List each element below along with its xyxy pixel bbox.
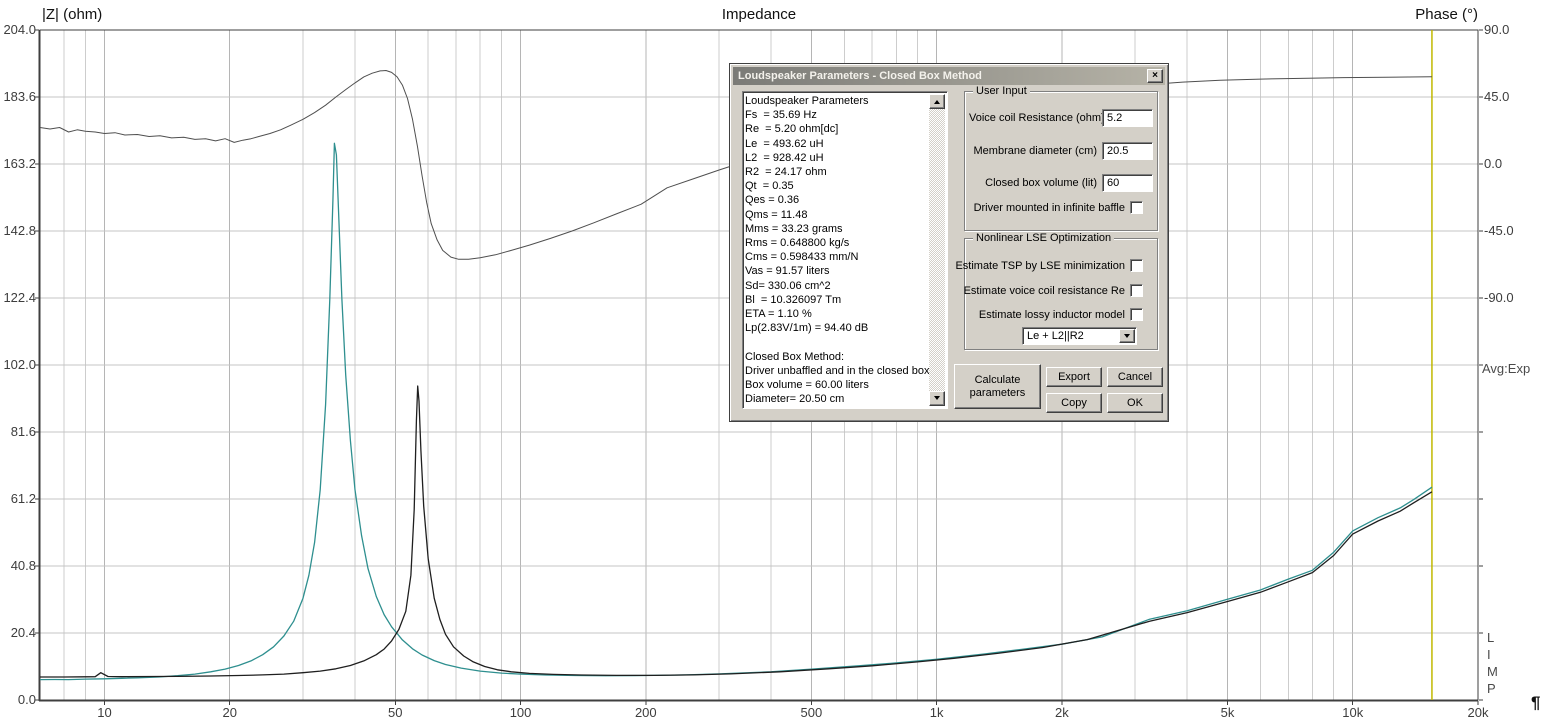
y-axis-tick-label: 81.6 — [10, 424, 36, 439]
dialog-title: Loudspeaker Parameters - Closed Box Meth… — [738, 70, 982, 82]
x-axis-tick-label: 2k — [1055, 705, 1069, 720]
ok-button[interactable]: OK — [1107, 393, 1163, 413]
pilcrow-mark: ¶ — [1531, 693, 1541, 712]
chevron-down-icon — [1124, 333, 1130, 341]
phase-axis-tick-label: 45.0 — [1484, 89, 1510, 104]
phase-axis-tick-label: 0.0 — [1484, 156, 1503, 171]
parameter-line: Re = 5.20 ohm[dc] — [745, 123, 839, 136]
y-axis-tick-label: 183.6 — [3, 89, 36, 104]
parameter-line: Vas = 91.57 liters — [745, 265, 830, 278]
y-axis-tick-label: 163.2 — [3, 156, 36, 171]
left-axis-title: |Z| (ohm) — [42, 6, 103, 23]
y-axis-tick-label: 204.0 — [3, 22, 36, 37]
phase-axis-tick-label: 90.0 — [1484, 22, 1510, 37]
averaging-mode-label: Avg:Exp — [1482, 361, 1531, 376]
x-axis-tick-label: 200 — [634, 705, 657, 720]
listbox-scrollbar[interactable] — [929, 94, 945, 406]
parameter-line: Sd= 330.06 cm^2 — [745, 279, 831, 292]
infinite-baffle-label: Driver mounted in infinite baffle — [973, 202, 1125, 214]
scroll-down-icon — [934, 396, 940, 403]
estimate-tsp-label: Estimate TSP by LSE minimization — [955, 260, 1125, 272]
parameters-listbox[interactable]: Loudspeaker Parameters Fs = 35.69 Hz Re = … — [742, 91, 948, 409]
parameter-line: Le = 493.62 uH — [745, 137, 824, 150]
export-button[interactable]: Export — [1046, 367, 1102, 387]
estimate-re-label: Estimate voice coil resistance Re — [963, 285, 1125, 297]
right-axis-title: Phase (°) — [1415, 6, 1478, 23]
closed-box-volume-input[interactable] — [1102, 174, 1153, 192]
parameter-line: Qes = 0.36 — [745, 194, 800, 207]
x-axis-tick-label: 5k — [1220, 705, 1235, 720]
membrane-diameter-input[interactable] — [1102, 142, 1153, 160]
scroll-down-button[interactable] — [929, 391, 945, 406]
chart-title: Impedance — [721, 6, 797, 23]
lse-optimization-group: Nonlinear LSE Optimization Estimate TSP … — [955, 232, 1158, 350]
parameter-line: Qms = 11.48 — [745, 208, 808, 221]
parameter-line: Mms = 33.23 grams — [745, 222, 843, 235]
infinite-baffle-checkbox[interactable] — [1130, 201, 1143, 214]
lse-group-label: Nonlinear LSE Optimization — [973, 232, 1115, 244]
limp-watermark: L I M P — [1487, 630, 1498, 696]
x-axis-tick-label: 100 — [509, 705, 532, 720]
parameter-line: Fs = 35.69 Hz — [745, 109, 817, 122]
y-axis-tick-label: 102.0 — [3, 357, 36, 372]
x-axis-tick-label: 50 — [388, 705, 403, 720]
y-axis-tick-label: 0.0 — [17, 692, 36, 707]
y-axis-tick-label: 61.2 — [10, 491, 36, 506]
copy-button[interactable]: Copy — [1046, 393, 1102, 413]
user-input-group-label: User Input — [973, 85, 1030, 97]
x-axis-tick-label: 10k — [1342, 705, 1364, 720]
calculate-parameters-button[interactable]: Calculate parameters — [954, 364, 1041, 409]
parameters-text: Loudspeaker Parameters Fs = 35.69 Hz Re = … — [745, 94, 929, 406]
scroll-up-button[interactable] — [929, 94, 945, 109]
dropdown-button[interactable] — [1119, 329, 1135, 343]
parameter-line: ETA = 1.10 % — [745, 308, 812, 321]
y-axis-tick-label: 122.4 — [3, 290, 36, 305]
voice-coil-resistance-label: Voice coil Resistance (ohm) — [969, 112, 1105, 124]
parameter-line: Loudspeaker Parameters — [745, 95, 869, 107]
dialog-title-bar[interactable]: Loudspeaker Parameters - Closed Box Meth… — [733, 67, 1165, 85]
voice-coil-resistance-input[interactable] — [1102, 109, 1153, 127]
x-axis-tick-label: 500 — [800, 705, 823, 720]
parameter-line: R2 = 24.17 ohm — [745, 166, 827, 179]
close-icon[interactable]: × — [1147, 69, 1163, 83]
inductor-model-value: Le + L2||R2 — [1027, 330, 1084, 342]
parameter-line: L2 = 928.42 uH — [745, 151, 824, 164]
membrane-diameter-label: Membrane diameter (cm) — [973, 145, 1097, 157]
phase-axis-tick-label: -90.0 — [1484, 290, 1514, 305]
user-input-group: User Input Voice coil Resistance (ohm) M… — [964, 85, 1158, 231]
inductor-model-select[interactable]: Le + L2||R2 — [1022, 327, 1137, 345]
scroll-up-icon — [934, 97, 940, 104]
parameter-line: Rms = 0.648800 kg/s — [745, 237, 850, 250]
y-axis-tick-label: 20.4 — [10, 625, 36, 640]
estimate-tsp-checkbox[interactable] — [1130, 259, 1143, 272]
parameter-line: Driver unbaffled and in the closed box — [745, 364, 929, 377]
closed-box-volume-label: Closed box volume (lit) — [985, 177, 1097, 189]
x-axis-tick-label: 1k — [929, 705, 944, 720]
x-axis-tick-label: 20k — [1467, 705, 1489, 720]
y-axis-tick-label: 142.8 — [3, 223, 36, 238]
parameter-line: Closed Box Method: — [745, 350, 845, 363]
estimate-re-checkbox[interactable] — [1130, 284, 1143, 297]
parameter-line: Diameter= 20.50 cm — [745, 393, 845, 406]
x-axis-tick-label: 20 — [222, 705, 237, 720]
estimate-lossy-inductor-checkbox[interactable] — [1130, 308, 1143, 321]
phase-axis-tick-label: -45.0 — [1484, 223, 1514, 238]
estimate-lossy-inductor-label: Estimate lossy inductor model — [978, 309, 1125, 321]
parameter-line — [745, 335, 929, 349]
cancel-button[interactable]: Cancel — [1107, 367, 1163, 387]
parameter-line: Qt = 0.35 — [745, 180, 794, 193]
parameter-line: Box volume = 60.00 liters — [745, 379, 869, 392]
x-axis-tick-label: 10 — [97, 705, 112, 720]
loudspeaker-parameters-dialog: Loudspeaker Parameters - Closed Box Meth… — [729, 63, 1169, 422]
parameter-line: Bl = 10.326097 Tm — [745, 293, 842, 306]
y-axis-tick-label: 40.8 — [10, 558, 36, 573]
parameter-line: Cms = 0.598433 mm/N — [745, 251, 859, 264]
parameter-line: Lp(2.83V/1m) = 94.40 dB — [745, 322, 869, 335]
